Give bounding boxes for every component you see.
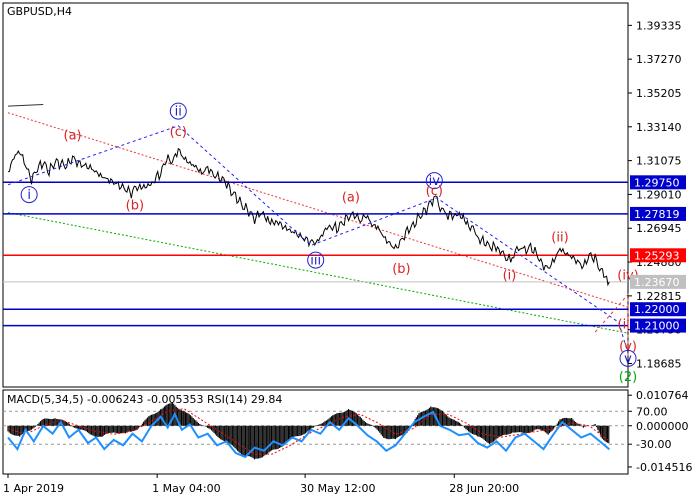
wave-label-circle-15 — [619, 349, 637, 367]
price-tick-label-5: 1.29010 — [636, 188, 682, 201]
time-tick-label-3: 28 Jun 20:00 — [449, 482, 519, 495]
price-tick-label-10: 1.18685 — [636, 358, 682, 371]
level-tag-4: 1.21000 — [634, 320, 680, 333]
level-tag-4-bg — [630, 318, 686, 333]
wave-label-circle-3 — [169, 102, 187, 120]
time-axis-group: 1 Apr 2019 1 May 04:00 30 May 12:00 28 Jun … — [3, 474, 519, 495]
main-panel-frame — [2, 2, 629, 388]
trend-line-2 — [7, 104, 44, 107]
wave-label-16: (2) — [619, 370, 637, 385]
level-tag-3-bg — [630, 302, 686, 317]
trend-line-0 — [7, 112, 629, 308]
level-tag-0: 1.29750 — [634, 176, 680, 189]
wave-label-11: (ii) — [551, 231, 568, 246]
price-tick-label-0: 1.39335 — [636, 19, 682, 32]
indicator-tick-label-4: -0.014516 — [636, 461, 692, 474]
time-tick-label-1: 1 May 04:00 — [152, 482, 220, 495]
current-price-tag: 1.23670 — [634, 276, 680, 289]
wave-label-14: (v) — [619, 340, 637, 355]
wave-label-4: (c) — [170, 125, 187, 140]
wave-paths-group — [7, 125, 629, 359]
level-tag-2-bg — [630, 248, 686, 263]
wave-label-10: (i) — [503, 268, 517, 283]
wave-labels-group: i(a)(b)ii(c)iii(a)(b)iv(c)(i)(ii)(iii)(i… — [20, 102, 639, 385]
indicator-tick-label-3: -30.00 — [636, 438, 671, 451]
wave-path-0 — [7, 125, 629, 354]
level-tag-0-bg — [630, 175, 686, 190]
level-tag-1: 1.27819 — [634, 208, 680, 221]
indicator-group: 0.010764 70.00 0.000000 -30.00 -0.014516 — [3, 389, 692, 474]
wave-label-circle-8 — [425, 172, 443, 190]
wave-path-1 — [594, 293, 629, 359]
trend-line-1 — [7, 212, 629, 334]
current-price-tag-bg — [630, 274, 686, 289]
price-tick-label-8: 1.22815 — [636, 290, 682, 303]
wave-label-5: iii — [310, 254, 321, 269]
wave-label-3: ii — [175, 105, 182, 120]
wave-label-7: (b) — [392, 262, 410, 277]
indicator-panel-frame — [2, 389, 629, 475]
wave-label-circle-5 — [307, 251, 325, 269]
indicator-tick-label-0: 0.010764 — [636, 389, 689, 402]
level-tag-3: 1.22000 — [634, 303, 680, 316]
price-tick-label-2: 1.35205 — [636, 87, 682, 100]
main-overlay-lines — [3, 104, 629, 334]
wave-label-8: iv — [429, 174, 441, 189]
price-tick-label-6: 1.26945 — [636, 222, 682, 235]
wave-label-2: (b) — [126, 199, 144, 214]
wave-label-15: v — [624, 352, 632, 367]
level-tag-2: 1.25293 — [634, 249, 680, 262]
price-tick-label-3: 1.33140 — [636, 121, 682, 134]
indicator-tick-label-1: 70.00 — [636, 405, 668, 418]
price-tick-label-4: 1.31075 — [636, 155, 682, 168]
level-tag-1-bg — [630, 206, 686, 221]
indicator-label: MACD(5,34,5) -0.006243 -0.005353 RSI(14)… — [7, 393, 282, 406]
time-tick-label-2: 30 May 12:00 — [300, 482, 375, 495]
rsi-line — [7, 410, 610, 459]
wave-label-0: i — [27, 188, 31, 203]
wave-label-1: (a) — [64, 128, 82, 143]
wave-label-circle-0 — [20, 186, 38, 204]
wave-label-6: (a) — [342, 191, 360, 206]
wave-label-9: (c) — [426, 184, 443, 199]
price-tick-label-1: 1.37270 — [636, 53, 682, 66]
price-series-group — [7, 147, 610, 287]
time-tick-label-0: 1 Apr 2019 — [3, 482, 64, 495]
indicator-tick-label-2: 0.000000 — [636, 420, 689, 433]
chart-title: GBPUSD,H4 — [7, 5, 72, 18]
price-axis-group: 1.39335 1.37270 1.35205 1.33140 1.31075 1.290… — [628, 19, 686, 371]
price-series-line — [7, 147, 610, 287]
